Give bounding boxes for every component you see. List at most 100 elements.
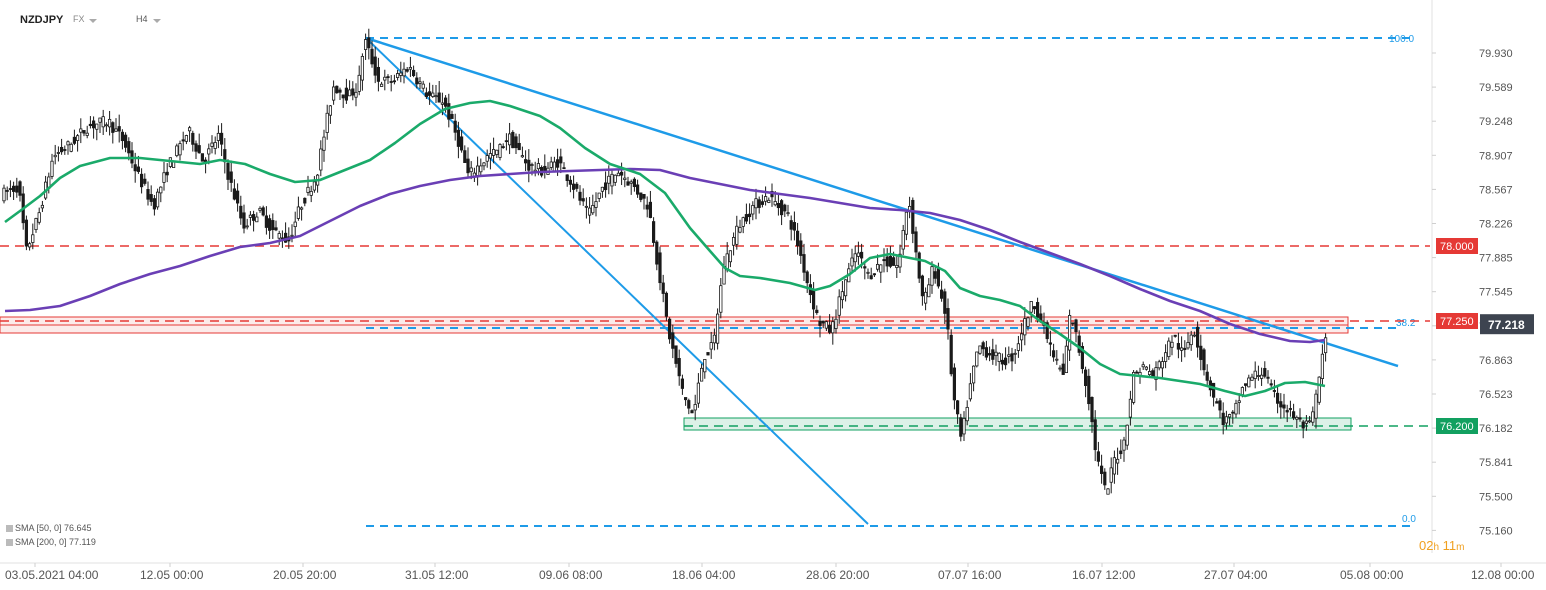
candle-body: [498, 144, 502, 158]
candle-body: [888, 255, 893, 267]
candle-body: [530, 164, 534, 166]
countdown-hours: 02: [1419, 538, 1434, 553]
countdown-minutes-unit: m: [1456, 542, 1465, 553]
candle-body: [924, 291, 928, 304]
candle-body: [639, 192, 643, 200]
candle-body: [290, 234, 294, 237]
candle-body: [581, 198, 585, 202]
candle-body: [1087, 375, 1091, 405]
candle-body: [1218, 400, 1222, 411]
candle-body: [895, 265, 899, 269]
candle-body: [165, 171, 169, 176]
candle-body: [447, 103, 451, 120]
x-tick-label: 07.07 16:00: [938, 568, 1002, 582]
candle-body: [373, 56, 377, 76]
candle-body: [812, 289, 816, 310]
candle-body: [235, 190, 240, 204]
candle-body: [248, 214, 252, 218]
candle-body: [584, 205, 589, 208]
candle-body: [607, 175, 611, 184]
candle-body: [684, 397, 688, 401]
candle-body: [251, 214, 256, 221]
candle-body: [997, 352, 1001, 362]
y-tick-label: 76.182: [1479, 423, 1513, 435]
candle-body: [869, 275, 873, 280]
x-tick-label: 16.07 12:00: [1072, 568, 1136, 582]
candle-body: [709, 342, 713, 350]
candle-body: [1253, 370, 1257, 379]
candle-body: [962, 418, 966, 435]
candle-body: [648, 201, 653, 218]
candle-body: [354, 91, 358, 98]
candle-body: [399, 72, 403, 76]
candle-body: [424, 92, 429, 97]
timeframe-label[interactable]: H4: [136, 14, 148, 24]
candle-body: [1077, 335, 1081, 353]
candle-body: [927, 284, 931, 298]
candle-body: [520, 155, 525, 158]
candle-body: [1199, 345, 1203, 360]
x-tick-label: 28.06 20:00: [806, 568, 870, 582]
candle-body: [972, 365, 976, 384]
candle-body: [901, 230, 905, 250]
candle-body: [1276, 392, 1280, 404]
candle-body: [632, 178, 637, 188]
candle-body: [796, 230, 800, 247]
candle-body: [2, 187, 6, 202]
candle-body: [1023, 318, 1027, 336]
candle-body: [219, 132, 224, 145]
fib-382-label: 38.2: [1396, 318, 1416, 329]
candle-body: [748, 213, 752, 218]
candle-body: [773, 201, 777, 206]
candle-body: [719, 285, 723, 313]
candle-body: [1032, 306, 1036, 310]
candle-body: [860, 251, 864, 259]
candle-body: [700, 367, 704, 382]
candle-body: [524, 159, 528, 164]
candle-body: [744, 214, 749, 222]
candle-body: [981, 342, 985, 350]
candle-body: [946, 308, 950, 330]
legend-sma200[interactable]: SMA [200, 0] 77.119: [6, 537, 96, 547]
candle-body: [856, 252, 861, 257]
candle-body: [335, 85, 339, 94]
candle-body: [1128, 398, 1132, 418]
candle-body: [1292, 411, 1296, 419]
candle-body: [565, 174, 569, 181]
candle-body: [405, 69, 409, 72]
candle-body: [92, 120, 96, 129]
candle-body: [274, 227, 278, 231]
candle-body: [1093, 419, 1097, 451]
candle-body: [261, 207, 265, 216]
candle-body: [952, 367, 957, 401]
candle-body: [383, 76, 387, 81]
candle-body: [824, 321, 829, 329]
resistance-price-tag: 77.250: [1440, 316, 1474, 328]
candle-body: [872, 273, 877, 276]
candle-body: [309, 190, 313, 196]
candle-body: [283, 232, 288, 243]
candle-body: [1317, 376, 1321, 403]
candle-body: [1224, 416, 1228, 424]
symbol-label[interactable]: NZDJPY: [20, 14, 64, 26]
candle-body: [328, 105, 333, 116]
chevron-down-icon[interactable]: [89, 19, 97, 23]
candle-body: [229, 171, 233, 183]
y-tick-label: 79.248: [1479, 116, 1513, 128]
candle-body: [671, 332, 675, 349]
candle-body: [1183, 347, 1187, 350]
candle-body: [155, 191, 160, 208]
candle-body: [1228, 414, 1232, 418]
candle-body: [1247, 377, 1251, 388]
candle-body: [1298, 417, 1302, 420]
chevron-down-icon[interactable]: [153, 19, 161, 23]
x-tick-label: 31.05 12:00: [405, 568, 469, 582]
candle-body: [357, 74, 361, 92]
candle-body: [264, 215, 269, 228]
candle-body: [760, 201, 765, 205]
candle-body: [322, 136, 326, 151]
candle-body: [37, 212, 41, 223]
candle-body: [1244, 383, 1248, 386]
legend-sma50[interactable]: SMA [50, 0] 76.645: [6, 523, 92, 533]
